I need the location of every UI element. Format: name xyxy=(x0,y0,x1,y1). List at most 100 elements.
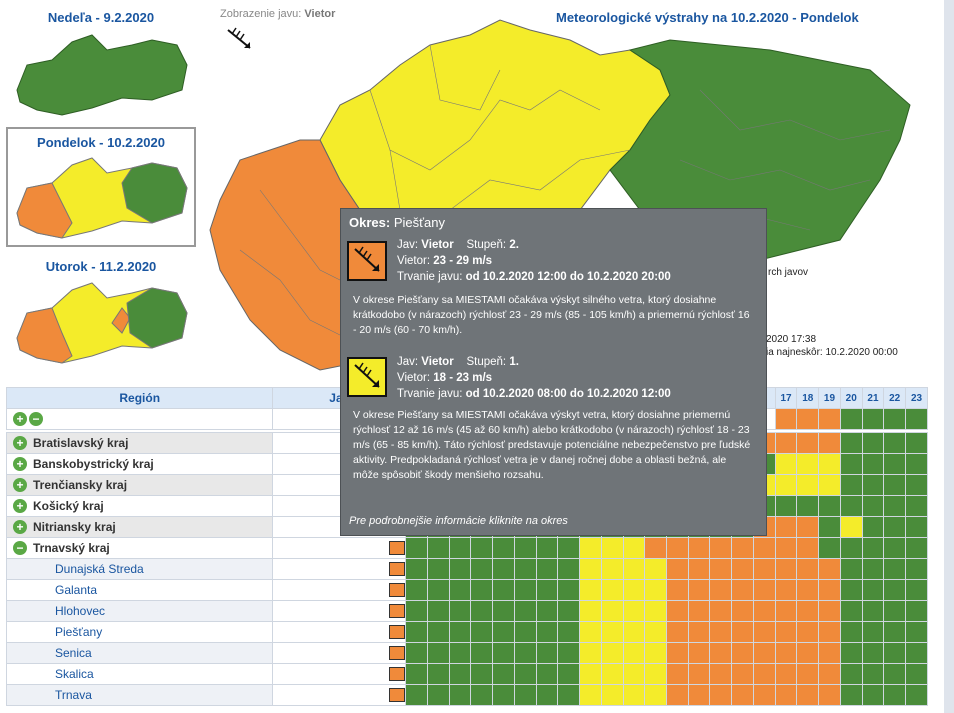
district-name[interactable]: Galanta xyxy=(5,579,274,601)
hour-cell[interactable] xyxy=(796,642,820,664)
hour-cell[interactable] xyxy=(426,600,450,622)
hour-cell[interactable] xyxy=(535,537,559,559)
hour-cell[interactable] xyxy=(600,537,624,559)
hour-cell[interactable] xyxy=(426,642,450,664)
hour-cell[interactable] xyxy=(557,642,581,664)
hour-cell[interactable] xyxy=(709,600,733,622)
hour-cell[interactable] xyxy=(839,558,863,580)
hour-cell[interactable] xyxy=(405,642,428,664)
district-row[interactable]: Hlohovec xyxy=(5,600,928,622)
hour-cell[interactable] xyxy=(535,621,559,643)
hour-cell[interactable] xyxy=(470,663,494,685)
district-row[interactable]: Piešťany xyxy=(5,621,928,643)
hour-cell[interactable] xyxy=(905,474,928,496)
hour-cell[interactable] xyxy=(731,600,754,622)
hour-cell[interactable] xyxy=(861,537,885,559)
hour-cell[interactable] xyxy=(600,558,624,580)
expand-icon[interactable]: + xyxy=(13,520,27,534)
hour-cell[interactable] xyxy=(752,642,776,664)
hour-cell[interactable] xyxy=(426,537,450,559)
hour-cell[interactable] xyxy=(470,537,494,559)
wind-warning-icon[interactable] xyxy=(389,646,406,661)
hour-cell[interactable] xyxy=(470,579,494,601)
hour-cell[interactable] xyxy=(535,684,559,706)
hour-cell[interactable] xyxy=(883,453,907,475)
wind-warning-icon[interactable] xyxy=(389,667,406,682)
scrollbar-track[interactable] xyxy=(944,0,954,713)
hour-cell[interactable] xyxy=(796,621,820,643)
hour-cell[interactable] xyxy=(796,684,820,706)
hour-cell[interactable] xyxy=(448,558,472,580)
hour-cell[interactable] xyxy=(839,684,863,706)
hour-cell[interactable] xyxy=(535,642,559,664)
hour-cell[interactable] xyxy=(839,579,863,601)
hour-cell[interactable] xyxy=(579,558,602,580)
hour-cell[interactable] xyxy=(818,516,841,538)
hour-cell[interactable] xyxy=(883,642,907,664)
wind-warning-icon[interactable] xyxy=(389,688,406,703)
hour-cell[interactable] xyxy=(644,558,667,580)
day-title-tuesday[interactable]: Utorok - 11.2.2020 xyxy=(45,259,157,274)
expand-icon[interactable]: + xyxy=(13,436,27,450)
region-label[interactable]: Trnavský kraj xyxy=(33,541,110,555)
hour-cell[interactable] xyxy=(774,600,798,622)
hour-cell[interactable] xyxy=(426,558,450,580)
hour-cell[interactable] xyxy=(752,537,776,559)
hour-cell[interactable] xyxy=(405,663,428,685)
hour-cell[interactable] xyxy=(622,621,646,643)
hour-cell[interactable] xyxy=(796,537,820,559)
map-thumb-sunday[interactable] xyxy=(12,30,192,120)
hour-cell[interactable] xyxy=(731,684,754,706)
hour-cell[interactable] xyxy=(557,579,581,601)
hour-cell[interactable] xyxy=(818,432,841,454)
hour-cell[interactable] xyxy=(557,684,581,706)
expand-collapse-all[interactable]: + − xyxy=(5,408,274,430)
hour-cell[interactable] xyxy=(557,600,581,622)
hour-cell[interactable] xyxy=(905,537,928,559)
hour-cell[interactable] xyxy=(687,558,711,580)
hour-cell[interactable] xyxy=(405,600,428,622)
hour-cell[interactable] xyxy=(818,453,841,475)
hour-cell[interactable] xyxy=(752,621,776,643)
hour-cell[interactable] xyxy=(535,663,559,685)
hour-cell[interactable] xyxy=(774,537,798,559)
district-name[interactable]: Skalica xyxy=(5,663,274,685)
hour-cell[interactable] xyxy=(709,621,733,643)
hour-cell[interactable] xyxy=(579,663,602,685)
hour-cell[interactable] xyxy=(883,516,907,538)
district-row[interactable]: Galanta xyxy=(5,579,928,601)
hour-cell[interactable] xyxy=(687,600,711,622)
hour-cell[interactable] xyxy=(470,600,494,622)
hour-cell[interactable] xyxy=(818,537,841,559)
hour-cell[interactable] xyxy=(818,621,841,643)
hour-cell[interactable] xyxy=(774,516,798,538)
hour-cell[interactable] xyxy=(579,684,602,706)
hour-cell[interactable] xyxy=(513,579,537,601)
hour-cell[interactable] xyxy=(839,642,863,664)
region-name-cell[interactable]: + Banskobystrický kraj xyxy=(5,453,274,475)
hour-cell[interactable] xyxy=(839,432,863,454)
hour-cell[interactable] xyxy=(839,474,863,496)
hour-cell[interactable] xyxy=(774,621,798,643)
region-label[interactable]: Nitriansky kraj xyxy=(33,520,116,534)
hour-cell[interactable] xyxy=(709,537,733,559)
hour-cell[interactable] xyxy=(796,600,820,622)
hour-cell[interactable] xyxy=(579,537,602,559)
hour-cell[interactable] xyxy=(709,642,733,664)
collapse-all-icon[interactable]: − xyxy=(29,412,43,426)
hour-cell[interactable] xyxy=(774,663,798,685)
hour-cell[interactable] xyxy=(905,432,928,454)
hour-cell[interactable] xyxy=(687,579,711,601)
hour-cell[interactable] xyxy=(818,600,841,622)
hour-cell[interactable] xyxy=(796,474,820,496)
hour-cell[interactable] xyxy=(731,663,754,685)
hour-cell[interactable] xyxy=(861,474,885,496)
district-row[interactable]: Skalica xyxy=(5,663,928,685)
hour-cell[interactable] xyxy=(622,600,646,622)
hour-cell[interactable] xyxy=(665,642,689,664)
map-thumb-monday[interactable] xyxy=(12,153,192,243)
wind-warning-icon[interactable] xyxy=(389,541,406,556)
hour-cell[interactable] xyxy=(513,621,537,643)
hour-cell[interactable] xyxy=(818,663,841,685)
expand-icon[interactable]: + xyxy=(13,478,27,492)
